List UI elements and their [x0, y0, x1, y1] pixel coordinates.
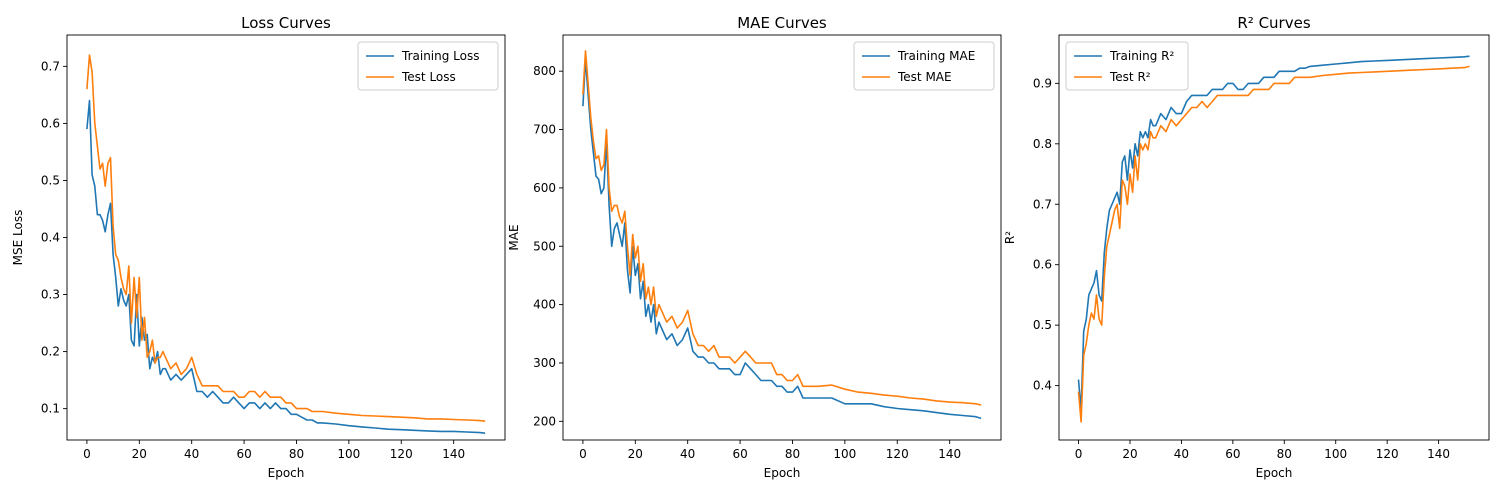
y-tick-label: 0.4: [41, 231, 60, 245]
legend-label: Test MAE: [897, 70, 952, 84]
x-tick-label: 60: [1225, 447, 1240, 461]
chart-panel: Loss Curves 0 20 40 60 80 100 120 140 0.1 0.2 0.3 0.…: [11, 14, 506, 480]
axes-frame: [562, 34, 1002, 441]
axes-frame: [66, 34, 506, 441]
chart-title: Loss Curves: [241, 14, 331, 32]
series-line: [86, 54, 486, 422]
y-tick-label: 0.3: [41, 288, 60, 302]
legend-label: Training R²: [1109, 49, 1175, 63]
x-tick-label: 120: [1376, 447, 1399, 461]
y-tick-label: 200: [533, 414, 556, 428]
legend: Training MAE Test MAE: [853, 41, 995, 91]
chart-title: MAE Curves: [737, 14, 827, 32]
y-tick-label: 0.6: [41, 116, 60, 130]
x-tick-label: 80: [1277, 447, 1292, 461]
x-tick-label: 120: [390, 447, 413, 461]
y-axis-label: MSE Loss: [11, 210, 25, 266]
x-tick-label: 80: [289, 447, 304, 461]
x-tick-label: 20: [628, 447, 643, 461]
y-tick-label: 0.5: [1033, 318, 1052, 332]
x-tick-label: 120: [886, 447, 909, 461]
x-tick-label: 0: [1075, 447, 1083, 461]
x-tick-label: 100: [1324, 447, 1347, 461]
x-tick-label: 0: [579, 447, 587, 461]
chart-panel: MAE Curves 0 20 40 60 80 100 120 140 200 300 400 500…: [507, 14, 1002, 480]
y-tick-label: 0.7: [41, 59, 60, 73]
y-tick-label: 0.1: [41, 402, 60, 416]
legend-label: Training Loss: [401, 49, 479, 63]
legend: Training Loss Test Loss: [357, 41, 499, 91]
x-tick-label: 60: [732, 447, 747, 461]
legend-box: [357, 41, 499, 91]
x-axis-label: Epoch: [268, 466, 305, 480]
x-tick-label: 100: [337, 447, 360, 461]
series-line: [582, 49, 982, 406]
y-axis-label: R²: [1003, 231, 1017, 244]
y-tick-label: 400: [533, 298, 556, 312]
legend-label: Test Loss: [401, 70, 456, 84]
legend-box: [1065, 41, 1189, 91]
x-tick-label: 100: [833, 447, 856, 461]
series-line: [86, 99, 486, 434]
x-tick-label: 20: [132, 447, 147, 461]
legend-box: [853, 41, 995, 91]
axes-frame: [1058, 34, 1490, 441]
y-tick-label: 300: [533, 356, 556, 370]
x-axis-label: Epoch: [764, 466, 801, 480]
x-tick-label: 40: [680, 447, 695, 461]
y-tick-label: 0.2: [41, 345, 60, 359]
x-tick-label: 20: [1122, 447, 1137, 461]
x-axis-label: Epoch: [1256, 466, 1293, 480]
chart-panel: R² Curves 0 20 40 60 80 100 120 140 0.4 0.5 0.6 0.7 0…: [1003, 14, 1490, 480]
x-tick-label: 60: [236, 447, 251, 461]
y-tick-label: 0.9: [1033, 76, 1052, 90]
series-line: [582, 58, 982, 420]
y-tick-label: 0.7: [1033, 197, 1052, 211]
series-line: [1077, 55, 1470, 411]
y-tick-label: 0.4: [1033, 379, 1052, 393]
y-axis-label: MAE: [507, 224, 521, 250]
x-tick-label: 0: [83, 447, 91, 461]
x-tick-label: 40: [184, 447, 199, 461]
chart-title: R² Curves: [1237, 14, 1310, 32]
legend: Training R² Test R²: [1065, 41, 1189, 91]
y-tick-label: 600: [533, 181, 556, 195]
x-tick-label: 140: [1427, 447, 1450, 461]
y-tick-label: 0.8: [1033, 137, 1052, 151]
y-tick-label: 800: [533, 64, 556, 78]
y-tick-label: 700: [533, 123, 556, 137]
x-tick-label: 140: [938, 447, 961, 461]
series-line: [1077, 65, 1470, 423]
x-tick-label: 40: [1174, 447, 1189, 461]
legend-label: Training MAE: [897, 49, 975, 63]
y-tick-label: 0.5: [41, 173, 60, 187]
legend-label: Test R²: [1109, 70, 1151, 84]
x-tick-label: 80: [785, 447, 800, 461]
y-tick-label: 0.6: [1033, 258, 1052, 272]
y-tick-label: 500: [533, 239, 556, 253]
x-tick-label: 140: [442, 447, 465, 461]
